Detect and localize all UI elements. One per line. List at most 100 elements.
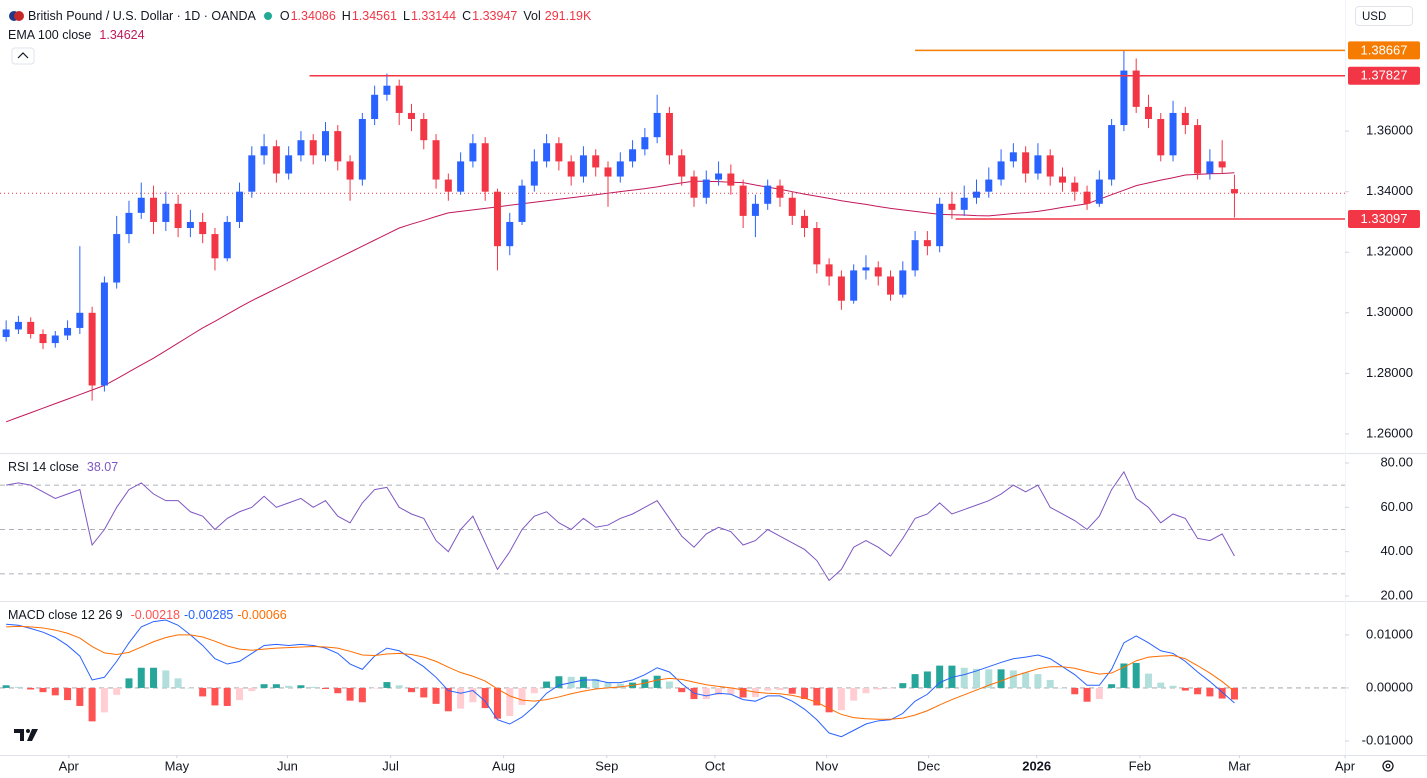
histogram-bar [579, 676, 587, 688]
histogram-bar [837, 687, 845, 711]
histogram-bar [469, 687, 477, 703]
candle-body [457, 161, 465, 192]
candle-body [665, 112, 673, 156]
histogram-bar [985, 669, 993, 688]
candle-body [211, 234, 219, 259]
tradingview-logo[interactable] [14, 729, 38, 741]
candle-body [162, 203, 170, 222]
candle-body [1022, 152, 1030, 174]
candle-body [1132, 70, 1140, 107]
candle-body [960, 197, 968, 210]
candle-body [27, 321, 35, 334]
candle-body [653, 112, 661, 138]
rsi-line [6, 470, 1235, 582]
candle-body [923, 240, 931, 247]
candle-body [174, 203, 182, 229]
histogram-bar [1108, 684, 1116, 688]
histogram-bar [776, 687, 784, 691]
candle-body [592, 155, 600, 168]
histogram-value: -0.00218 [130, 608, 180, 622]
x-tick-label: Oct [705, 758, 726, 773]
y-tick-label: 1.28000 [1366, 365, 1413, 380]
candle-body [801, 215, 809, 229]
histogram-bar [543, 681, 551, 688]
candle-body [346, 161, 354, 180]
histogram-bar [51, 687, 59, 696]
histogram-bar [1157, 682, 1165, 688]
histogram-bar [1230, 687, 1238, 700]
histogram-bar [739, 687, 747, 698]
histogram-bar [27, 687, 35, 690]
candle-body [850, 270, 858, 301]
histogram-bar [1071, 687, 1079, 695]
histogram-bar [1022, 672, 1030, 688]
candle-body [297, 140, 305, 156]
histogram-bar [137, 667, 145, 688]
candle-body [567, 161, 575, 177]
candle-body [739, 185, 747, 216]
histogram-bar [1034, 674, 1042, 688]
histogram-bar [1095, 687, 1103, 700]
candle-body [997, 161, 1005, 180]
x-tick-label: Aug [492, 758, 515, 773]
candle-body [788, 197, 796, 216]
rsi-legend: RSI 14 close 38.07 [8, 460, 118, 474]
candle-body [899, 270, 907, 295]
histogram-bar [39, 687, 47, 693]
candle-body [260, 146, 268, 156]
candle-body [1194, 125, 1202, 174]
candle-body [825, 264, 833, 277]
candle-body [334, 131, 342, 162]
settings-icon[interactable] [1382, 760, 1394, 772]
x-tick-label: Jun [277, 758, 298, 773]
x-tick-label: Apr [1335, 758, 1356, 773]
x-tick-label: Nov [815, 758, 839, 773]
histogram-bar [850, 687, 858, 701]
ema-legend: EMA 100 close 1.34624 [8, 28, 145, 42]
collapse-button[interactable] [11, 47, 35, 65]
candle-body [518, 185, 526, 222]
x-tick-label: 2026 [1022, 758, 1051, 773]
histogram-bar [371, 687, 379, 689]
candle-body [862, 267, 870, 271]
candle-body [837, 276, 845, 301]
histogram-bar [383, 682, 391, 688]
candle-body [493, 191, 501, 247]
level-label: 1.38667 [1361, 42, 1408, 57]
histogram-bar [174, 678, 182, 688]
histogram-bar [1120, 663, 1128, 688]
histogram-bar [14, 686, 22, 688]
status-dot [263, 12, 272, 20]
histogram-bar [715, 687, 723, 695]
candle-body [383, 85, 391, 95]
histogram-bar [1218, 687, 1226, 699]
histogram-bar [936, 665, 944, 688]
ohlc-value: 1.34561 [351, 9, 397, 23]
histogram-bar [76, 687, 84, 706]
histogram-bar [1169, 685, 1177, 688]
histogram-bar [960, 667, 968, 688]
histogram-bar [899, 683, 907, 688]
ohlc-label: C [462, 9, 472, 23]
currency-selector[interactable]: USD [1355, 6, 1413, 26]
candle-body [100, 282, 108, 386]
histogram-bar [641, 679, 649, 688]
histogram-bar [764, 687, 772, 691]
candle-body [272, 146, 280, 174]
candle-body [113, 234, 121, 283]
histogram-bar [211, 687, 219, 706]
candle-body [874, 267, 882, 277]
histogram-bar [2, 685, 10, 688]
y-tick-label: 1.32000 [1366, 244, 1413, 259]
ohlc-label: H [341, 9, 351, 23]
candle-body [948, 203, 956, 210]
histogram-bar [481, 687, 489, 709]
candle-body [543, 143, 551, 162]
level-label: 1.33097 [1361, 211, 1408, 226]
candle-body [555, 143, 563, 162]
candle-body [936, 203, 944, 247]
price-legend: British Pound / U.S. Dollar · 1D · OANDA… [8, 8, 591, 24]
candle-body [64, 327, 72, 336]
histogram-bar [1132, 662, 1140, 688]
histogram-bar [322, 687, 330, 689]
